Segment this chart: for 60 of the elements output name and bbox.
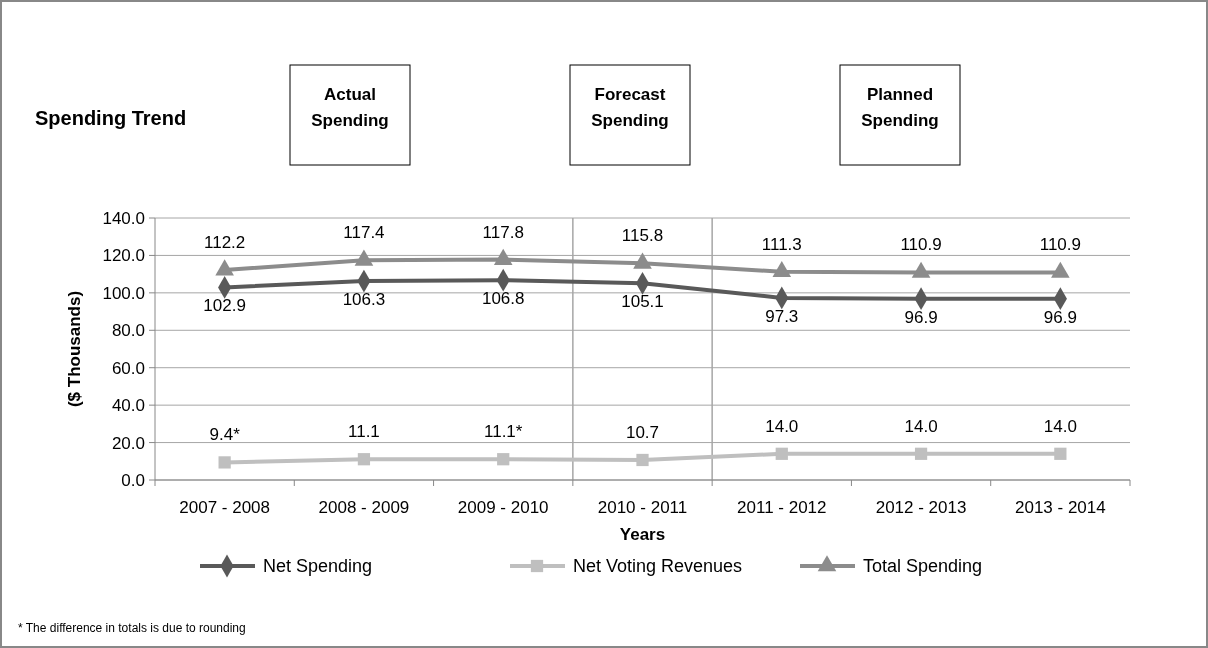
x-tick-label: 2012 - 2013 [875,498,967,517]
text: Planned Spending [861,85,939,130]
data-label: 14.0 [904,416,938,436]
x-tick-label: 2009 - 2010 [457,498,549,517]
data-label: 115.8 [621,226,664,246]
data-label: 9.4* [209,425,241,445]
point [911,261,931,278]
data-label: 111.3 [761,234,802,254]
data-label: 96.9 [904,307,938,327]
point [775,447,788,460]
y-tick-label: 100.0 [102,283,145,303]
point [1054,447,1067,460]
x-tick-label: 2007 - 2008 [179,498,271,517]
data-label: 110.9 [1039,235,1081,255]
data-label: 14.0 [1043,416,1077,436]
data-label: 106.8 [481,289,525,309]
data-label: 102.9 [203,296,246,316]
x-axis-title: Years [619,525,666,544]
data-label: 105.1 [621,292,664,312]
text: * The difference in totals is due to rounding [18,621,246,635]
text: Actual Spending [311,85,389,130]
point [357,453,371,466]
y-tick-label: 140.0 [102,209,145,228]
x-tick-label: 2010 - 2011 [597,498,688,517]
legend-label: Net Spending [263,556,373,576]
data-label: 106.3 [342,290,386,310]
point [497,453,510,466]
point [1051,261,1070,278]
x-tick-label: 2013 - 2014 [1014,498,1106,517]
y-tick-label: 120.0 [102,246,145,266]
y-axis-title: ($ Thousands) [65,290,84,408]
y-tick-label: 80.0 [111,321,145,341]
text: Forecast Spending [591,85,669,130]
y-tick-label: 20.0 [111,433,145,453]
data-label: 112.2 [204,233,246,253]
data-label: 97.3 [765,306,799,326]
y-tick-label: 0.0 [121,471,145,490]
point [354,249,374,266]
data-label: 117.4 [343,223,385,243]
y-tick-label: 40.0 [111,396,145,416]
point [772,260,792,278]
data-label: 96.9 [1043,307,1077,327]
point [633,252,652,269]
point [215,259,234,276]
x-tick-label: 2011 - 2012 [737,498,827,517]
point [636,453,649,467]
data-label: 117.8 [482,222,524,242]
x-tick-label: 2008 - 2009 [318,498,410,517]
point [914,447,928,460]
data-label: 110.9 [900,235,942,255]
point [218,456,231,469]
data-label: 11.1* [483,422,523,442]
legend-label: Total Spending [863,556,983,576]
data-label: 11.1 [348,422,380,442]
data-label: 14.0 [765,416,799,436]
point [493,248,513,265]
y-tick-label: 60.0 [111,358,145,378]
data-label: 10.7 [625,422,660,442]
legend-label: Net Voting Revenues [573,556,743,576]
chart-title: Spending Trend [35,107,187,129]
